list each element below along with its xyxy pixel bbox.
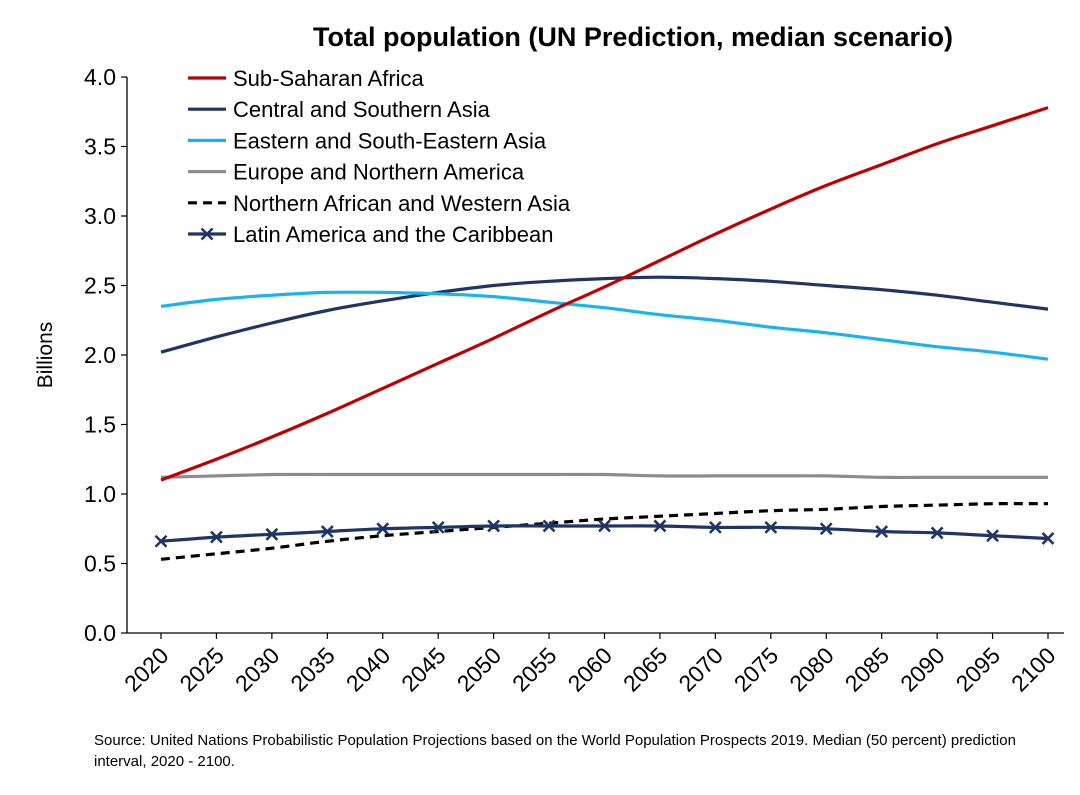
legend-label: Northern African and Western Asia bbox=[233, 191, 571, 216]
x-tick-label: 2040 bbox=[341, 642, 396, 697]
y-tick-label: 1.5 bbox=[84, 412, 116, 438]
y-tick-label: 3.0 bbox=[84, 203, 116, 229]
legend-item: Northern African and Western Asia bbox=[188, 191, 571, 216]
y-tick-label: 0.0 bbox=[84, 620, 116, 646]
series-latin-america-and-the-caribbean bbox=[156, 520, 1054, 546]
legend-label: Sub-Saharan Africa bbox=[233, 66, 425, 91]
x-tick-label: 2020 bbox=[119, 642, 174, 697]
series-europe-and-northern-america bbox=[161, 474, 1048, 477]
x-tick-label: 2025 bbox=[174, 642, 229, 697]
x-tick-label: 2055 bbox=[507, 642, 562, 697]
legend-item: Sub-Saharan Africa bbox=[188, 66, 425, 91]
x-tick-label: 2080 bbox=[784, 642, 839, 697]
y-tick-label: 3.5 bbox=[84, 134, 116, 160]
series-line bbox=[161, 292, 1048, 359]
x-tick-label: 2065 bbox=[618, 642, 673, 697]
legend-label: Europe and Northern America bbox=[233, 160, 525, 185]
x-tick-label: 2090 bbox=[895, 642, 950, 697]
y-tick-label: 0.5 bbox=[84, 551, 116, 577]
legend-label: Eastern and South-Eastern Asia bbox=[233, 128, 547, 153]
chart-title: Total population (UN Prediction, median … bbox=[313, 22, 953, 52]
legend-item: Latin America and the Caribbean bbox=[188, 222, 553, 247]
legend: Sub-Saharan Africa Central and Southern A… bbox=[188, 66, 571, 247]
series-line bbox=[161, 526, 1048, 541]
x-tick-label: 2060 bbox=[562, 642, 617, 697]
y-tick-label: 2.5 bbox=[84, 273, 116, 299]
legend-label: Latin America and the Caribbean bbox=[233, 222, 553, 247]
x-tick-label: 2045 bbox=[396, 642, 451, 697]
y-axis-label: Billions bbox=[34, 322, 57, 389]
x-tick-label: 2085 bbox=[840, 642, 895, 697]
legend-label: Central and Southern Asia bbox=[233, 97, 491, 122]
x-tick-label: 2035 bbox=[285, 642, 340, 697]
x-tick-label: 2075 bbox=[729, 642, 784, 697]
source-note: Source: United Nations Probabilistic Pop… bbox=[94, 730, 1054, 772]
legend-item: Europe and Northern America bbox=[188, 160, 525, 185]
y-tick-label: 1.0 bbox=[84, 481, 116, 507]
x-tick-label: 2070 bbox=[673, 642, 728, 697]
x-tick-label: 2095 bbox=[951, 642, 1006, 697]
legend-item: Central and Southern Asia bbox=[188, 97, 491, 122]
y-tick-label: 2.0 bbox=[84, 342, 116, 368]
series-line bbox=[161, 474, 1048, 477]
legend-item: Eastern and South-Eastern Asia bbox=[188, 128, 547, 153]
x-tick-label: 2050 bbox=[452, 642, 507, 697]
x-tick-label: 2100 bbox=[1006, 642, 1061, 697]
y-tick-label: 4.0 bbox=[84, 64, 116, 90]
series-eastern-and-south-eastern-asia bbox=[161, 292, 1048, 359]
x-tick-label: 2030 bbox=[230, 642, 285, 697]
